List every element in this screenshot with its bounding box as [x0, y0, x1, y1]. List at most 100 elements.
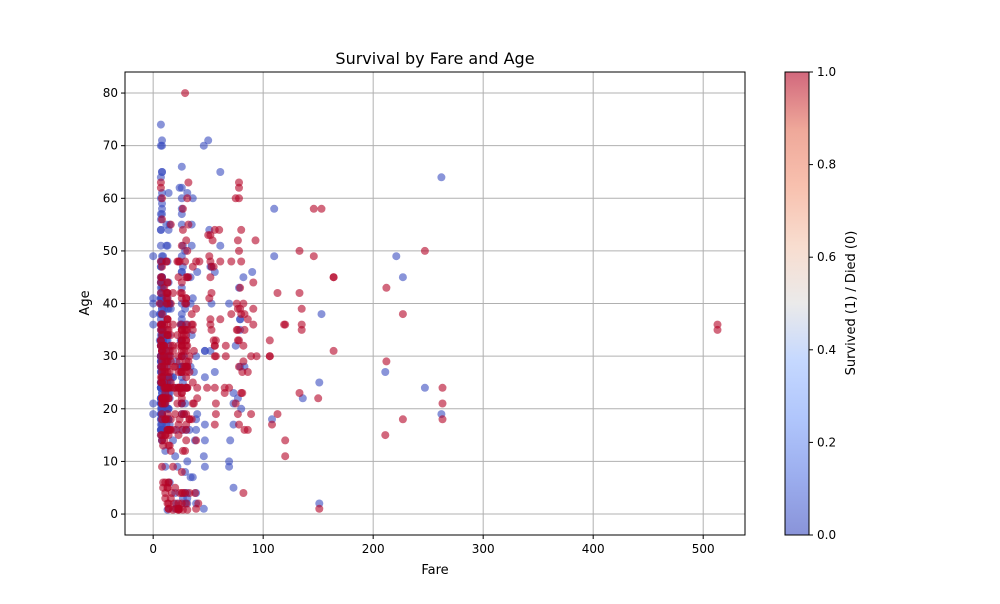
died-point: [200, 420, 209, 429]
colorbar-tick-label: 0.4: [817, 343, 836, 357]
colorbar-tick-label: 0.6: [817, 250, 836, 264]
survived-point: [188, 325, 197, 334]
x-tick-label: 0: [149, 542, 157, 556]
survived-point: [192, 304, 201, 313]
colorbar-tick-label: 1.0: [817, 65, 836, 79]
died-point: [210, 368, 219, 376]
survived-point: [309, 252, 318, 261]
survived-point: [169, 289, 177, 297]
survived-point: [295, 246, 304, 255]
survived-point: [178, 446, 187, 455]
survived-point: [177, 336, 186, 345]
survived-point: [183, 505, 192, 514]
scatter-points: [149, 89, 722, 514]
survived-point: [161, 478, 170, 487]
survived-point: [160, 352, 169, 361]
survived-point: [249, 278, 258, 287]
survived-point: [193, 383, 202, 392]
survived-point: [295, 289, 304, 297]
survived-point: [237, 310, 246, 319]
survived-point: [192, 504, 201, 513]
died-point: [229, 420, 238, 429]
survived-point: [164, 431, 173, 440]
died-point: [392, 252, 401, 261]
survived-point: [273, 289, 282, 297]
died-point: [199, 504, 208, 513]
survived-point: [204, 231, 213, 240]
survived-point: [191, 489, 199, 497]
survived-point: [171, 410, 180, 419]
survived-point: [188, 378, 197, 387]
survived-point: [249, 304, 258, 313]
survived-point: [173, 331, 182, 340]
survived-point: [181, 489, 190, 497]
survived-point: [297, 304, 306, 313]
died-point: [193, 268, 202, 276]
survived-point: [382, 283, 391, 292]
survived-point: [161, 383, 170, 392]
survived-point: [237, 225, 246, 234]
survived-point: [170, 499, 179, 508]
died-point: [149, 252, 158, 261]
colorbar-label: Survived (1) / Died (0): [844, 231, 859, 376]
survived-point: [182, 383, 191, 392]
died-point: [177, 162, 186, 171]
died-point: [200, 462, 209, 471]
died-point: [156, 225, 165, 234]
survived-point: [182, 236, 191, 245]
survived-point: [195, 257, 204, 266]
survived-point: [210, 352, 219, 361]
survived-point: [158, 215, 166, 224]
survived-point: [251, 236, 260, 245]
survived-point: [173, 257, 182, 266]
survived-point: [438, 383, 447, 392]
survived-point: [227, 257, 236, 266]
survived-point: [281, 436, 290, 445]
died-point: [317, 310, 326, 319]
survived-point: [156, 289, 165, 297]
survived-point: [192, 436, 201, 445]
died-point: [149, 410, 158, 419]
survived-point: [216, 315, 225, 324]
y-tick-label: 60: [103, 191, 118, 205]
survived-point: [177, 352, 186, 361]
survived-point: [317, 204, 326, 213]
survived-point: [158, 262, 166, 271]
survived-point: [210, 420, 219, 429]
survived-point: [206, 315, 215, 324]
survived-point: [235, 246, 243, 255]
survived-point: [236, 283, 245, 292]
died-point: [437, 173, 446, 182]
survived-point: [203, 383, 212, 392]
died-point: [177, 310, 186, 319]
survived-point: [182, 294, 191, 303]
survived-point: [210, 225, 219, 234]
survived-point: [177, 278, 186, 287]
survived-point: [252, 352, 261, 361]
survived-point: [206, 273, 215, 282]
survived-point: [183, 246, 192, 255]
survived-point: [233, 410, 242, 419]
died-point: [192, 425, 201, 434]
survived-point: [185, 415, 194, 424]
survived-point: [381, 431, 390, 440]
survived-point: [240, 325, 249, 334]
survived-point: [177, 468, 186, 476]
x-tick-label: 100: [252, 542, 275, 556]
colorbar: [784, 71, 810, 536]
survived-point: [178, 225, 187, 234]
survived-point: [227, 310, 236, 319]
y-axis-ticks: 0 10 20 30 40 50 60 70 80: [103, 86, 125, 521]
died-point: [216, 168, 225, 176]
colorbar-ticks: 0.0 0.2 0.4 0.6 0.8 1.0: [809, 65, 836, 542]
survived-point: [231, 194, 240, 203]
survived-point: [249, 320, 258, 329]
died-point: [156, 241, 165, 250]
died-point: [183, 457, 192, 466]
died-point: [199, 452, 208, 461]
chart-title: Survival by Fare and Age: [335, 49, 534, 68]
survived-point: [184, 220, 193, 229]
died-point: [162, 241, 171, 250]
y-tick-label: 80: [103, 86, 118, 100]
y-tick-label: 10: [103, 454, 118, 468]
